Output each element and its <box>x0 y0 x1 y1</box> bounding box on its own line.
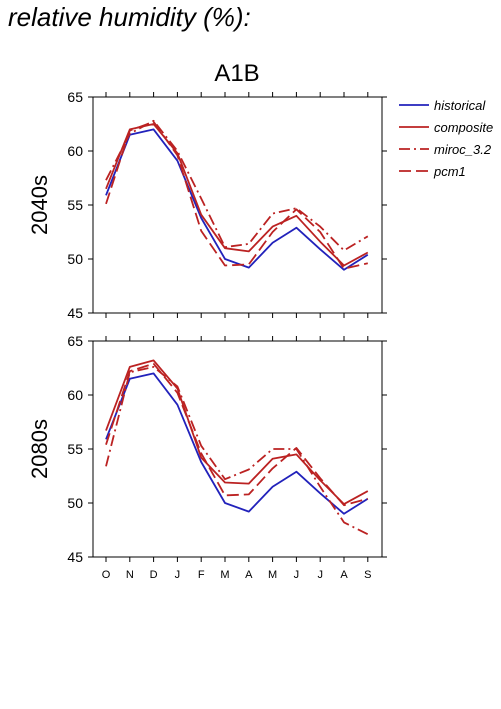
legend-label: miroc_3.2 <box>434 142 492 157</box>
panel-frame <box>92 340 383 558</box>
legend-item: composite <box>399 120 493 135</box>
series-line-composite <box>105 123 369 267</box>
x-tick-label: F <box>198 569 205 581</box>
legend-item: historical <box>399 98 486 113</box>
panel-ylabel: 2040s <box>27 175 52 235</box>
y-tick-label: 60 <box>67 387 83 403</box>
series-line-miroc-3-2 <box>105 365 369 536</box>
x-tick-label: D <box>150 569 158 581</box>
y-tick-label: 45 <box>67 549 83 565</box>
legend-label: historical <box>434 98 486 113</box>
panel-ylabel: 2080s <box>27 419 52 479</box>
x-tick-label: N <box>126 569 134 581</box>
panel-2080s: 45 50 55 60 65 O N D J F M A M J J A S 2080s <box>27 333 387 581</box>
x-tick-label: J <box>317 569 323 581</box>
series-line-miroc-3-2 <box>105 119 369 252</box>
legend: historical composite miroc_3.2 pcm1 <box>399 98 493 179</box>
panel-frame <box>92 96 383 314</box>
x-tick-label: J <box>294 569 300 581</box>
x-tick-label: M <box>220 569 229 581</box>
y-tick-label: 45 <box>67 305 83 321</box>
chart-title: A1B <box>214 60 259 87</box>
series-line-historical <box>105 372 369 515</box>
legend-item: miroc_3.2 <box>399 142 492 157</box>
y-tick-label: 50 <box>67 495 83 511</box>
x-tick-label: S <box>364 569 371 581</box>
x-tick-label: M <box>268 569 277 581</box>
series-line-pcm1 <box>105 120 368 270</box>
x-tick-label: A <box>340 569 348 581</box>
panel-2040s: 45 50 55 60 65 2040s <box>27 89 387 321</box>
x-tick-label: A <box>245 569 253 581</box>
y-tick-label: 55 <box>67 197 83 213</box>
legend-label: pcm1 <box>433 164 466 179</box>
page-title: relative humidity (%): <box>8 2 251 32</box>
y-tick-label: 55 <box>67 441 83 457</box>
y-tick-label: 50 <box>67 251 83 267</box>
y-tick-label: 60 <box>67 143 83 159</box>
x-tick-label: J <box>175 569 181 581</box>
y-tick-label: 65 <box>67 333 83 349</box>
x-tick-label: O <box>102 569 111 581</box>
series-line-composite <box>105 359 369 506</box>
y-tick-label: 65 <box>67 89 83 105</box>
legend-item: pcm1 <box>399 164 466 179</box>
series-line-historical <box>105 128 369 271</box>
series-line-pcm1 <box>105 362 369 507</box>
legend-label: composite <box>434 120 493 135</box>
